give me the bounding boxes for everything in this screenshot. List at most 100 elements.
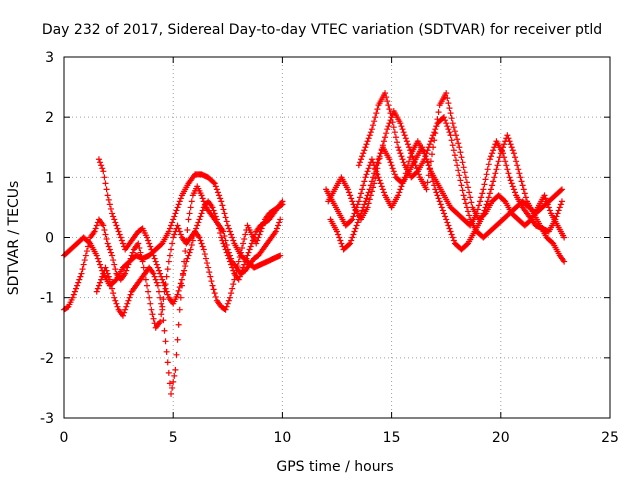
data-point-marker <box>117 234 124 241</box>
data-point-marker <box>377 180 384 187</box>
data-point-marker <box>458 182 465 189</box>
data-point-marker <box>346 189 353 196</box>
data-point-marker <box>119 240 126 247</box>
data-point-marker <box>196 216 203 223</box>
data-point-marker <box>436 198 443 205</box>
data-point-marker <box>184 226 191 233</box>
data-point-marker <box>103 267 110 274</box>
data-point-marker <box>370 159 377 166</box>
data-point-marker <box>373 168 380 175</box>
data-point-marker <box>447 132 454 139</box>
data-point-marker <box>242 231 249 238</box>
data-point-marker <box>226 258 233 265</box>
data-point-marker <box>554 210 561 217</box>
data-point-marker <box>228 231 235 238</box>
data-point-marker <box>481 181 488 188</box>
data-point-marker <box>513 158 520 165</box>
data-point-marker <box>445 222 452 229</box>
data-point-marker <box>83 248 90 255</box>
data-point-marker <box>457 177 464 184</box>
data-point-marker <box>111 294 118 301</box>
data-point-marker <box>399 156 406 163</box>
data-point-marker <box>348 195 355 202</box>
data-point-marker <box>386 120 393 127</box>
data-point-marker <box>397 186 404 193</box>
data-point-marker <box>422 153 429 160</box>
data-point-marker <box>387 159 394 166</box>
data-point-marker <box>180 272 187 279</box>
data-point-marker <box>248 240 255 247</box>
data-point-marker <box>461 169 468 176</box>
data-point-marker <box>487 153 494 160</box>
data-point-marker <box>396 147 403 154</box>
data-point-marker <box>406 158 413 165</box>
data-point-marker <box>171 213 178 220</box>
data-point-marker <box>97 279 104 286</box>
data-point-marker <box>207 273 214 280</box>
data-point-marker <box>211 180 218 187</box>
data-point-marker <box>153 261 160 268</box>
data-point-marker <box>521 190 528 197</box>
data-point-marker <box>245 249 252 256</box>
data-point-marker <box>402 135 409 142</box>
data-point-marker <box>356 213 363 220</box>
data-point-marker <box>349 234 356 241</box>
data-point-marker <box>208 278 215 285</box>
data-point-marker <box>542 195 549 202</box>
data-point-marker <box>356 159 363 166</box>
data-point-marker <box>507 141 514 148</box>
data-point-marker <box>85 243 92 250</box>
data-point-marker <box>374 106 381 113</box>
data-point-marker <box>335 231 342 238</box>
data-point-marker <box>516 170 523 177</box>
data-point-marker <box>558 198 565 205</box>
data-point-marker <box>350 231 357 238</box>
data-point-marker <box>490 178 497 185</box>
data-point-marker <box>448 115 455 122</box>
data-point-marker <box>97 261 104 268</box>
data-point-marker <box>187 204 194 211</box>
data-point-marker <box>247 243 254 250</box>
data-point-marker <box>168 390 175 397</box>
data-point-marker <box>424 159 431 166</box>
data-point-marker <box>493 166 500 173</box>
data-point-marker <box>517 174 524 181</box>
data-point-marker <box>478 194 485 201</box>
data-point-marker <box>388 114 395 121</box>
data-point-marker <box>153 279 160 286</box>
data-point-marker <box>504 166 511 173</box>
data-point-marker <box>435 195 442 202</box>
data-point-marker <box>427 158 434 165</box>
data-point-marker <box>382 134 389 141</box>
data-point-marker <box>174 204 181 211</box>
data-point-marker <box>161 282 168 289</box>
data-point-marker <box>361 147 368 154</box>
data-point-marker <box>462 174 469 181</box>
data-point-marker <box>398 123 405 130</box>
data-point-marker <box>219 237 226 244</box>
data-point-marker <box>146 240 153 247</box>
data-point-marker <box>123 267 130 274</box>
data-point-marker <box>485 194 492 201</box>
data-point-marker <box>112 277 119 284</box>
data-point-marker <box>439 207 446 214</box>
data-point-marker <box>510 150 517 157</box>
data-point-marker <box>474 206 481 213</box>
data-point-marker <box>110 257 117 264</box>
axis-ticks <box>63 56 611 419</box>
data-point-marker <box>423 186 430 193</box>
data-point-marker <box>421 150 428 157</box>
data-point-marker <box>456 172 463 179</box>
data-point-marker <box>104 192 111 199</box>
data-point-marker <box>209 204 216 211</box>
data-point-marker <box>183 258 190 265</box>
data-point-marker <box>102 264 109 271</box>
data-point-marker <box>71 288 78 295</box>
data-point-marker <box>124 300 131 307</box>
y-tick-label: -3 <box>40 411 54 427</box>
data-point-marker <box>188 198 195 205</box>
data-point-marker <box>404 162 411 169</box>
data-point-marker <box>404 141 411 148</box>
data-point-marker <box>166 225 173 232</box>
